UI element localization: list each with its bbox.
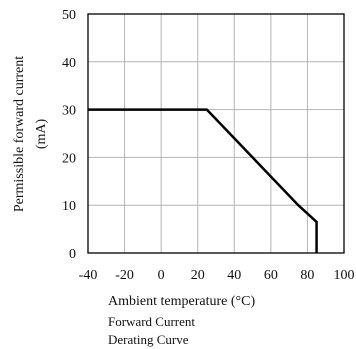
- y-tick-label: 20: [62, 151, 76, 166]
- y-tick-label: 30: [62, 104, 76, 119]
- x-tick-label: 20: [191, 268, 205, 283]
- y-axis-label-line-2: (mA): [34, 119, 49, 150]
- x-tick-label: 80: [300, 268, 314, 283]
- y-axis-label-line-1: Permissible forward current: [12, 56, 27, 212]
- caption-line-2: Derating Curve: [108, 332, 189, 347]
- x-tick-label: 40: [227, 268, 241, 283]
- grid: [88, 14, 344, 253]
- x-tick-label: 60: [264, 268, 278, 283]
- x-tick-label: 0: [158, 268, 165, 283]
- series-line-0: [88, 108, 318, 253]
- x-tick-label: -20: [115, 268, 134, 283]
- x-tick-label: 100: [334, 268, 355, 283]
- y-tick-label: 40: [62, 56, 76, 71]
- y-tick-label: 10: [62, 199, 76, 214]
- plot-frame: [87, 13, 345, 254]
- x-axis-label: Ambient temperature (°C): [108, 294, 255, 309]
- caption-line-1: Forward Current: [108, 314, 195, 329]
- plot-border: [87, 13, 345, 254]
- y-tick-label: 0: [69, 247, 76, 262]
- y-tick-label: 50: [62, 8, 76, 23]
- x-tick-label: -40: [79, 268, 98, 283]
- tick-labels: -40 -20 0 20 40 60 80 100 0 10 20 30 40 50: [62, 8, 355, 283]
- series-layer: [88, 108, 318, 253]
